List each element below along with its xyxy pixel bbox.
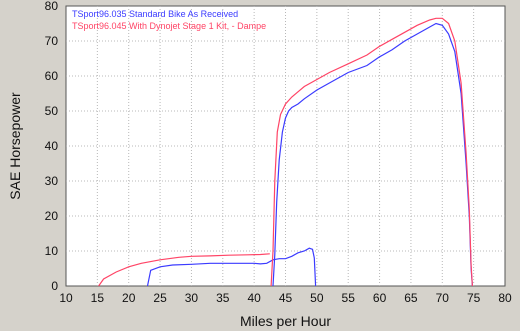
x-tick-label: 65 <box>404 291 418 305</box>
x-tick-label: 75 <box>467 291 481 305</box>
x-tick-label: 40 <box>247 291 261 305</box>
x-tick-label: 20 <box>122 291 136 305</box>
x-axis-title: Miles per Hour <box>240 313 331 329</box>
legend-entry-1: TSport96.035 Standard Bike As Received <box>72 9 238 19</box>
legend-entry-2: TSport96.045 With Dynojet Stage 1 Kit, -… <box>72 21 266 31</box>
series-2-main-line <box>270 17 473 287</box>
y-tick-label: 60 <box>45 69 59 83</box>
y-tick-label: 10 <box>45 244 59 258</box>
x-tick-label: 60 <box>373 291 387 305</box>
legend: TSport96.035 Standard Bike As Received TS… <box>72 9 266 31</box>
x-tick-label: 70 <box>436 291 450 305</box>
y-axis-ticks: 0 10 20 30 40 50 60 70 80 <box>45 0 59 293</box>
x-tick-label: 45 <box>279 291 293 305</box>
y-tick-label: 70 <box>45 34 59 48</box>
x-axis-ticks: 10 15 20 25 30 35 40 45 50 55 60 65 70 75 80 <box>59 291 512 305</box>
y-tick-label: 0 <box>51 279 58 293</box>
x-tick-label: 55 <box>342 291 356 305</box>
x-tick-label: 35 <box>216 291 230 305</box>
y-tick-label: 80 <box>45 0 59 13</box>
x-tick-label: 25 <box>153 291 167 305</box>
series-layer <box>98 17 473 287</box>
y-tick-label: 30 <box>45 174 59 188</box>
y-tick-label: 20 <box>45 209 59 223</box>
series-1-main-line <box>272 22 473 287</box>
x-tick-label: 30 <box>185 291 199 305</box>
x-tick-label: 50 <box>310 291 324 305</box>
series-1-low-line <box>146 247 317 287</box>
x-tick-label: 10 <box>59 291 73 305</box>
y-tick-label: 40 <box>45 139 59 153</box>
y-axis-title: SAE Horsepower <box>7 92 23 200</box>
x-tick-label: 80 <box>498 291 512 305</box>
series-2-low-line <box>98 253 270 287</box>
x-tick-label: 15 <box>91 291 105 305</box>
grid-lines <box>66 6 505 286</box>
y-tick-label: 50 <box>45 104 59 118</box>
